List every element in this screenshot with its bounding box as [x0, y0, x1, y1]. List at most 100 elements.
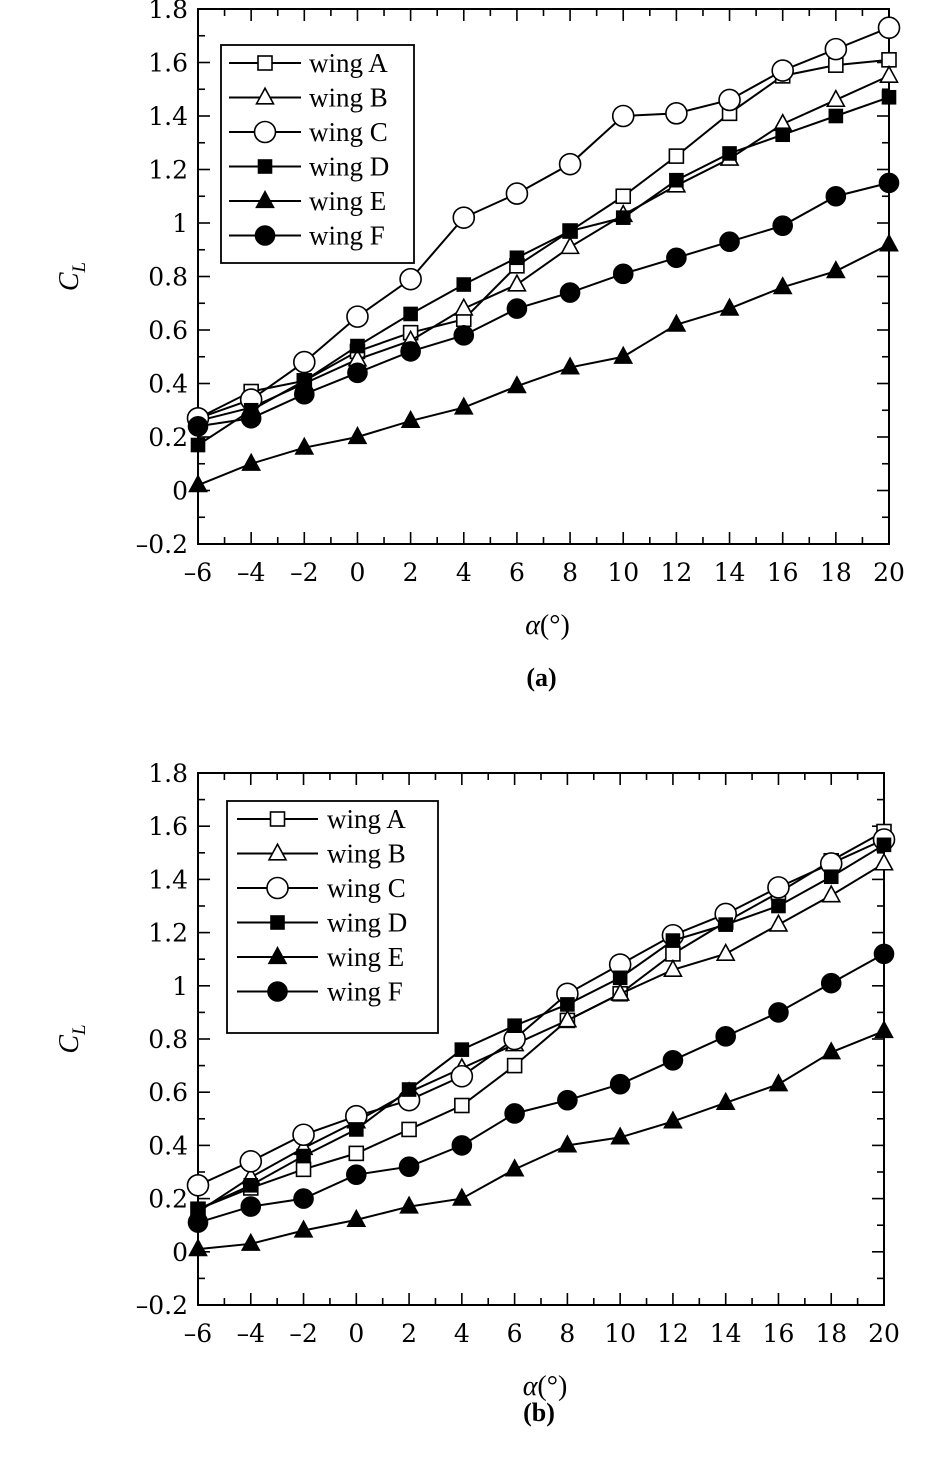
b-data-point: [662, 1049, 684, 1071]
b-data-point: [771, 898, 786, 914]
a-data-point: [293, 350, 316, 374]
b-data-point: [239, 1150, 263, 1173]
a-data-point: [190, 437, 206, 453]
a-data-point: [346, 305, 369, 328]
b-y-axis-title: CL: [54, 1024, 90, 1053]
a-data-point: [611, 104, 635, 128]
a-ytick-label: 0: [172, 477, 188, 506]
a-xtick-label: 0: [350, 558, 366, 587]
b-data-point: [188, 1238, 208, 1257]
a-data-point: [719, 297, 740, 316]
a-series-3: [186, 16, 901, 430]
a-data-point: [879, 64, 899, 83]
b-caption: (b): [523, 1398, 555, 1427]
a-data-point: [456, 277, 472, 292]
b-data-point: [665, 946, 681, 962]
a-data-point: [187, 415, 209, 437]
a-xtick-label: 4: [456, 558, 472, 587]
b-data-point: [768, 1002, 789, 1023]
b-legend-box: [226, 800, 439, 1034]
b-data-point: [715, 1026, 736, 1047]
b-data-point: [715, 942, 736, 961]
b-legend-marker: [266, 876, 289, 900]
b-x-axis-title: α(°): [523, 1371, 568, 1402]
a-data-point: [775, 127, 790, 143]
b-data-point: [399, 1195, 419, 1214]
b-data-point: [504, 1103, 525, 1124]
b-data-point: [610, 982, 631, 1001]
b-data-point: [612, 970, 628, 986]
b-ytick-label: 0: [172, 1238, 188, 1267]
a-data-point: [506, 298, 528, 319]
b-xtick-label: 0: [348, 1319, 364, 1348]
a-ticks: [197, 8, 890, 545]
b-data-point: [821, 1041, 842, 1060]
b-ytick-label: –0.2: [136, 1291, 188, 1320]
b-data-point: [557, 1089, 578, 1111]
b-data-point: [450, 1064, 474, 1088]
b-xtick-label: 2: [401, 1319, 417, 1348]
a-ytick-label: 1.2: [148, 156, 188, 185]
a-data-point: [560, 236, 580, 255]
b-legend: wing A wing B wing C wing D wing E wing F: [226, 800, 439, 1034]
a-data-point: [771, 59, 794, 82]
b-data-point: [874, 852, 894, 871]
b-legend-marker: [270, 915, 285, 930]
b-data-point: [454, 1042, 470, 1057]
a-data-point: [509, 250, 525, 266]
a-series-4: [190, 89, 897, 453]
a-legend-label: wing B: [309, 83, 388, 113]
a-data-point: [452, 206, 476, 229]
a-xtick-label: 10: [607, 558, 639, 587]
a-data-point: [825, 260, 846, 279]
a-data-point: [669, 172, 684, 188]
a-data-point: [453, 325, 475, 346]
b-data-point: [768, 913, 789, 932]
b-data-point: [451, 1135, 473, 1156]
a-data-point: [825, 185, 847, 207]
b-xtick-label: –4: [237, 1319, 265, 1348]
a-data-point: [507, 273, 527, 292]
b-legend-marker: [267, 946, 288, 965]
a-data-point: [240, 407, 262, 429]
b-data-point: [715, 1091, 736, 1110]
a-data-point: [718, 88, 741, 112]
b-data-point: [557, 1009, 578, 1028]
b-series-3: [186, 828, 896, 1197]
b-data-point: [663, 958, 683, 977]
a-ytick-label: 0.4: [148, 370, 188, 399]
a-data-point: [666, 247, 687, 269]
a-data-point: [400, 409, 421, 429]
b-data-point: [820, 972, 842, 994]
a-ytick-label: 1.4: [148, 102, 188, 131]
a-y-axis-title: CL: [54, 262, 90, 291]
b-ytick-label: 1.2: [148, 919, 188, 948]
a-data-point: [615, 210, 631, 225]
b-ytick-label: 0.2: [148, 1185, 188, 1214]
a-data-point: [668, 148, 685, 164]
a-data-point: [881, 89, 897, 105]
chart-b: –6 –4 –2 0 2 4 6 8 10 12 14 16 18 20 –0.2 0 0.2 0.4 0.6 0.8…: [54, 759, 900, 1427]
a-data-point: [453, 396, 474, 415]
b-legend-label: wing F: [327, 977, 403, 1007]
a-data-point: [562, 223, 578, 239]
b-data-point: [821, 884, 842, 903]
b-series-5: [188, 1020, 894, 1257]
b-data-point: [610, 1126, 631, 1145]
b-data-point: [663, 1110, 683, 1129]
a-x-axis-title: α(°): [525, 610, 570, 641]
a-data-point: [400, 341, 421, 362]
b-ytick-label: 1.6: [148, 812, 188, 841]
b-data-point: [874, 1020, 894, 1039]
b-data-point: [240, 1196, 262, 1217]
a-ytick-label: 0.6: [148, 316, 188, 345]
b-xtick-label: 16: [763, 1319, 795, 1348]
a-xtick-label: 2: [403, 558, 419, 587]
b-data-point: [718, 917, 733, 932]
a-data-point: [188, 474, 208, 493]
b-data-point: [293, 1219, 314, 1238]
a-xtick-label: 16: [767, 558, 799, 587]
b-xtick-label: –2: [289, 1319, 317, 1348]
a-data-point: [881, 52, 897, 68]
a-series-6: [187, 172, 900, 437]
